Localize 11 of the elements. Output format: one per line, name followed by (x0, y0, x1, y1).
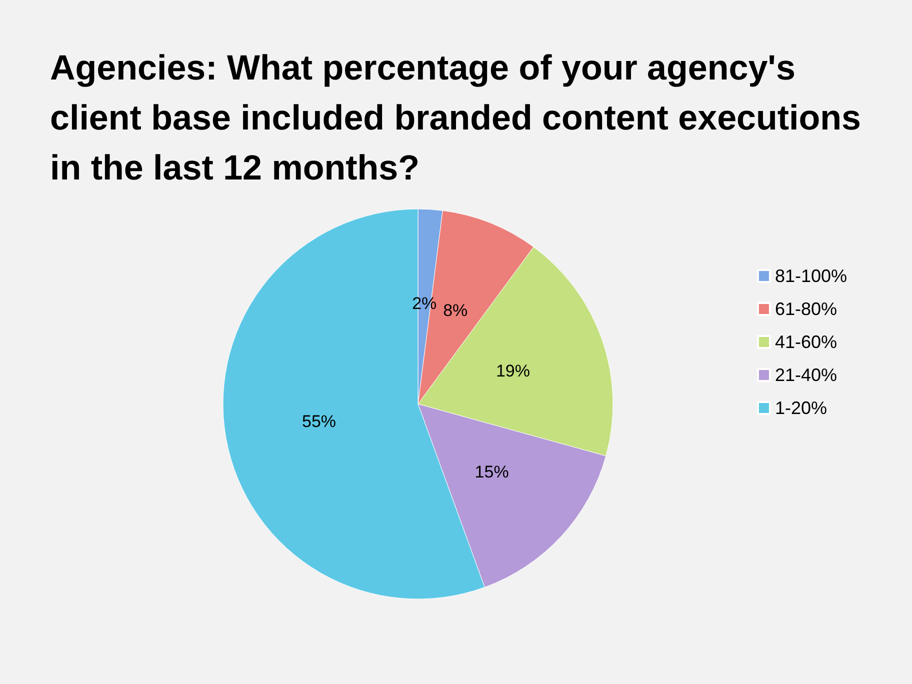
legend-label: 21-40% (774, 365, 837, 385)
data-label: 8% (443, 301, 468, 320)
data-label: 19% (496, 362, 530, 381)
legend-label: 1-20% (774, 398, 827, 418)
chart-title: Agencies: What percentage of your agency's client base included branded content executions in the last 12 months? (50, 48, 871, 188)
legend-label: 41-60% (774, 332, 837, 352)
legend-label: 61-80% (774, 299, 837, 319)
data-label: 2% (412, 294, 437, 314)
data-label: 15% (474, 462, 509, 482)
data-label: 55% (302, 412, 336, 431)
legend-label: 81-100% (774, 266, 848, 286)
